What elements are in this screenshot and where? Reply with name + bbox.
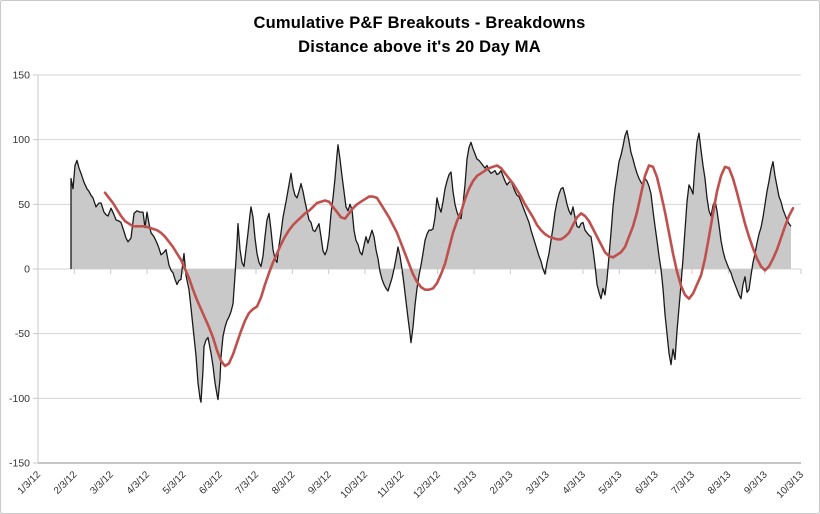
x-axis-tick-label: 5/3/12	[161, 469, 189, 497]
breakouts-line	[70, 129, 792, 403]
x-axis-tick-label: 5/3/13	[597, 469, 625, 497]
breakouts-area-fill	[71, 130, 791, 403]
chart-title-line1: Cumulative P&F Breakouts - Breakdowns	[253, 14, 586, 32]
x-axis-tick-label: 10/3/13	[775, 469, 807, 501]
chart-title-line2: Distance above it's 20 Day MA	[298, 38, 541, 56]
x-axis-tick-label: 7/3/12	[234, 469, 262, 497]
x-axis-tick-label: 4/3/13	[561, 469, 589, 497]
x-axis-tick-label: 8/3/13	[706, 469, 734, 497]
x-axis-tick-label: 8/3/12	[270, 469, 298, 497]
y-axis-tick-label: 50	[18, 199, 30, 211]
x-axis-tick-label: 11/3/12	[376, 469, 407, 500]
x-axis-tick-label: 3/3/13	[524, 469, 552, 497]
x-axis-tick-label: 12/3/12	[411, 469, 443, 501]
x-axis-tick-label: 6/3/12	[197, 469, 225, 497]
moving-average-line	[103, 164, 795, 368]
x-axis-tick-label: 3/3/12	[88, 469, 116, 497]
x-axis-tick-label: 1/3/12	[16, 469, 44, 497]
y-axis-tick-label: -100	[9, 393, 30, 405]
x-axis-tick-label: 2/3/12	[52, 469, 80, 497]
y-axis-tick-label: 100	[12, 134, 30, 146]
x-axis-tick-label: 9/3/12	[306, 469, 334, 497]
x-axis-tick-label: 9/3/13	[742, 469, 770, 497]
x-axis-tick-label: 2/3/13	[488, 469, 516, 497]
x-axis-tick-label: 1/3/13	[452, 469, 480, 497]
y-axis-tick-label: -50	[15, 328, 30, 340]
y-axis-tick-label: -150	[9, 458, 30, 470]
x-axis-tick-label: 4/3/12	[125, 469, 153, 497]
y-axis-tick-label: 150	[12, 70, 30, 82]
x-axis-tick-label: 7/3/13	[670, 469, 698, 497]
y-axis-tick-label: 0	[24, 264, 30, 276]
x-axis-tick-label: 6/3/13	[633, 469, 661, 497]
chart-title: Cumulative P&F Breakouts - Breakdowns Di…	[38, 11, 801, 59]
x-axis-tick-label: 10/3/12	[339, 469, 371, 501]
